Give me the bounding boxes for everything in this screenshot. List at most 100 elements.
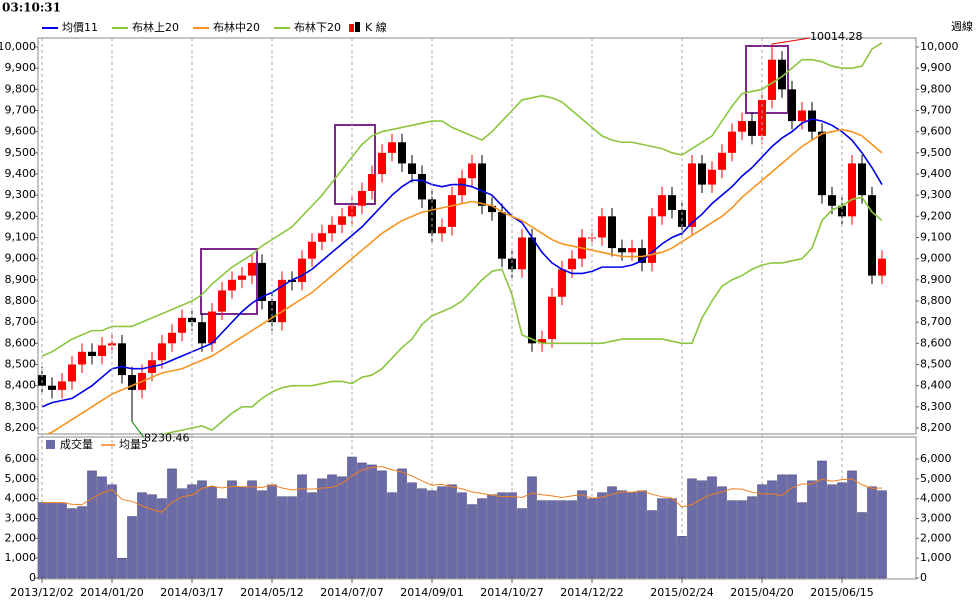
y-tick-label: 1,000: [5, 551, 37, 564]
y-tick-label: 8,800: [920, 294, 952, 307]
candle-body: [178, 317, 186, 333]
candle-body: [488, 205, 496, 213]
y-tick-label: 1,000: [920, 551, 952, 564]
candle-body: [648, 216, 656, 263]
volume-bar: [147, 494, 157, 579]
volume-bar: [697, 480, 707, 579]
line-series: [42, 466, 883, 513]
volume-bar: [197, 480, 207, 579]
volume-bar: [737, 500, 747, 579]
candle-body: [338, 216, 346, 225]
volume-bar: [757, 484, 767, 579]
volume-bar: [377, 470, 387, 579]
candle-body: [118, 343, 126, 376]
candle-body: [698, 163, 706, 185]
legend-swatch: [349, 24, 354, 32]
y-tick-label: 8,500: [5, 358, 37, 371]
candle-body: [68, 364, 76, 382]
y-tick-label: 8,400: [5, 379, 37, 392]
volume-bar: [277, 496, 287, 579]
volume-bar: [447, 484, 457, 579]
candle-body: [228, 279, 236, 291]
y-tick-label: 9,900: [920, 61, 952, 74]
volume-bar: [747, 496, 757, 579]
y-tick-label: 6,000: [5, 452, 37, 465]
volume-bar: [417, 488, 427, 579]
candle-body: [278, 279, 286, 323]
candle-body: [408, 163, 416, 174]
volume-bar: [57, 502, 67, 579]
y-tick-label: 2,000: [5, 531, 37, 544]
annotation-leader: [131, 421, 145, 438]
legend-label: 布林下20: [294, 20, 341, 34]
volume-bar: [187, 484, 197, 579]
y-tick-label: 9,000: [920, 252, 952, 265]
candle-body: [508, 258, 516, 270]
volume-bar: [557, 500, 567, 579]
candle-body: [328, 224, 336, 234]
volume-bar: [817, 460, 827, 579]
candle-body: [258, 262, 266, 301]
candle-body: [778, 59, 786, 90]
candle-body: [748, 121, 756, 136]
candle-body: [428, 199, 436, 234]
y-tick-label: 9,000: [5, 252, 37, 265]
y-tick-label: 0: [920, 571, 927, 584]
volume-bar: [327, 474, 337, 579]
volume-bar: [287, 496, 297, 579]
candle-body: [168, 332, 176, 344]
annotation-leader: [771, 37, 811, 45]
candle-body: [358, 190, 366, 206]
y-tick-label: 9,500: [920, 146, 952, 159]
volume-bar: [97, 476, 107, 579]
volume-bar: [577, 490, 587, 579]
candle-body: [728, 131, 736, 153]
volume-bar: [507, 492, 517, 579]
candle-body: [348, 205, 356, 217]
y-tick-label: 8,900: [5, 273, 37, 286]
candle-body: [878, 258, 886, 276]
candle-body: [458, 178, 466, 196]
highlight-box: [200, 248, 258, 315]
volume-bar: [237, 486, 247, 579]
candle-body: [848, 163, 856, 217]
volume-bar: [227, 480, 237, 579]
volume-bar: [347, 456, 357, 579]
volume-bar: [337, 476, 347, 579]
candle-body: [568, 258, 576, 270]
candle-body: [498, 212, 506, 259]
candle-body: [448, 195, 456, 227]
y-tick-label: 8,800: [5, 294, 37, 307]
y-tick-label: 4,000: [920, 492, 952, 505]
y-tick-label: 9,500: [5, 146, 37, 159]
x-tick-label: 2013/12/02: [10, 586, 73, 599]
volume-bar: [217, 498, 227, 579]
volume-bar: [167, 468, 177, 579]
volume-bar: [467, 504, 477, 579]
candle-body: [308, 241, 316, 259]
legend-label: 布林上20: [132, 20, 179, 34]
y-tick-label: 8,500: [920, 358, 952, 371]
candle-body: [788, 89, 796, 122]
candle-body: [468, 163, 476, 179]
volume-bar: [67, 508, 77, 579]
y-tick-label: 8,600: [920, 336, 952, 349]
y-tick-label: 8,600: [5, 336, 37, 349]
candle-body: [208, 311, 216, 344]
volume-bar: [877, 490, 887, 579]
candle-body: [538, 339, 546, 344]
y-tick-label: 8,200: [5, 421, 37, 434]
y-tick-label: 6,000: [920, 452, 952, 465]
x-tick-label: 2015/04/20: [730, 586, 793, 599]
period-label: 週線: [951, 19, 973, 33]
y-tick-label: 9,100: [5, 231, 37, 244]
volume-plot: [38, 456, 887, 579]
y-tick-label: 9,200: [920, 209, 952, 222]
highlight-box: [334, 124, 376, 205]
low-annotation: 8230.46: [144, 432, 190, 445]
volume-bar: [257, 490, 267, 579]
y-tick-label: 9,100: [920, 231, 952, 244]
candle-body: [98, 345, 106, 357]
x-tick-label: 2014/09/01: [400, 586, 463, 599]
